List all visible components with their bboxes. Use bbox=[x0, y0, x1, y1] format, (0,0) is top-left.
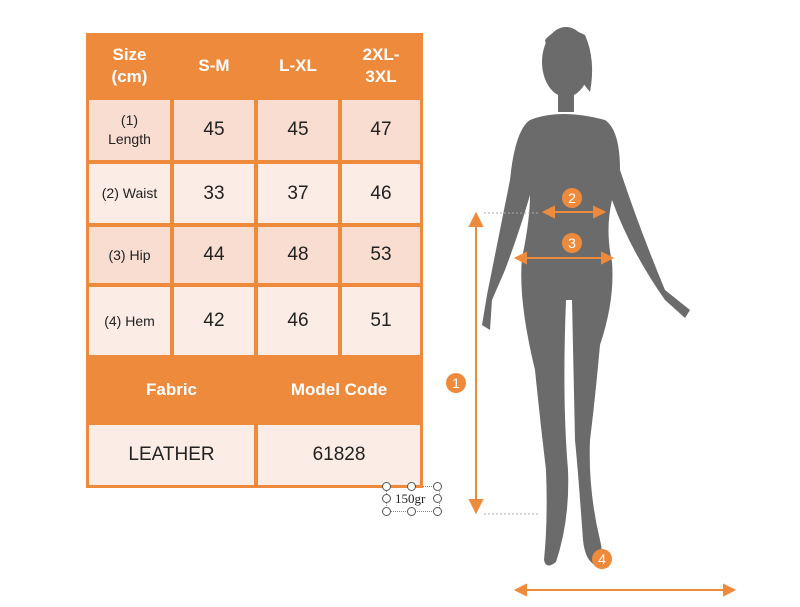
badge-length: 1 bbox=[446, 373, 466, 393]
table-cell: 46 bbox=[342, 164, 420, 223]
fabric-header: Fabric bbox=[89, 359, 254, 421]
resize-handle[interactable] bbox=[382, 507, 391, 516]
row-label: (1) Length bbox=[89, 100, 170, 160]
badge-waist: 2 bbox=[562, 188, 582, 208]
table-cell: 45 bbox=[174, 100, 254, 160]
table-cell: 37 bbox=[258, 164, 338, 223]
column-header: L-XL bbox=[258, 35, 338, 96]
weight-text[interactable]: 150gr bbox=[395, 491, 426, 506]
model-code-value: 61828 bbox=[258, 425, 420, 485]
resize-handle[interactable] bbox=[407, 482, 416, 491]
resize-handle[interactable] bbox=[407, 507, 416, 516]
model-code-header: Model Code bbox=[258, 359, 420, 421]
resize-handle[interactable] bbox=[382, 494, 391, 503]
table-cell: 33 bbox=[174, 164, 254, 223]
column-header: S-M bbox=[174, 35, 254, 96]
badge-hip: 3 bbox=[562, 233, 582, 253]
table-cell: 42 bbox=[174, 287, 254, 355]
table-cell: 46 bbox=[258, 287, 338, 355]
table-cell: 51 bbox=[342, 287, 420, 355]
table-cell: 44 bbox=[174, 227, 254, 283]
resize-handle[interactable] bbox=[382, 482, 391, 491]
table-cell: 53 bbox=[342, 227, 420, 283]
table-cell: 47 bbox=[342, 100, 420, 160]
row-label: (3) Hip bbox=[89, 227, 170, 283]
resize-handle[interactable] bbox=[433, 507, 442, 516]
table-cell: 48 bbox=[258, 227, 338, 283]
fabric-value: LEATHER bbox=[89, 425, 254, 485]
badge-hem: 4 bbox=[592, 549, 612, 569]
column-header: 2XL- 3XL bbox=[342, 35, 420, 96]
resize-handle[interactable] bbox=[433, 494, 442, 503]
row-label: (4) Hem bbox=[89, 287, 170, 355]
table-cell: 45 bbox=[258, 100, 338, 160]
resize-handle[interactable] bbox=[433, 482, 442, 491]
row-label: (2) Waist bbox=[89, 164, 170, 223]
column-header: Size (cm) bbox=[89, 35, 170, 96]
